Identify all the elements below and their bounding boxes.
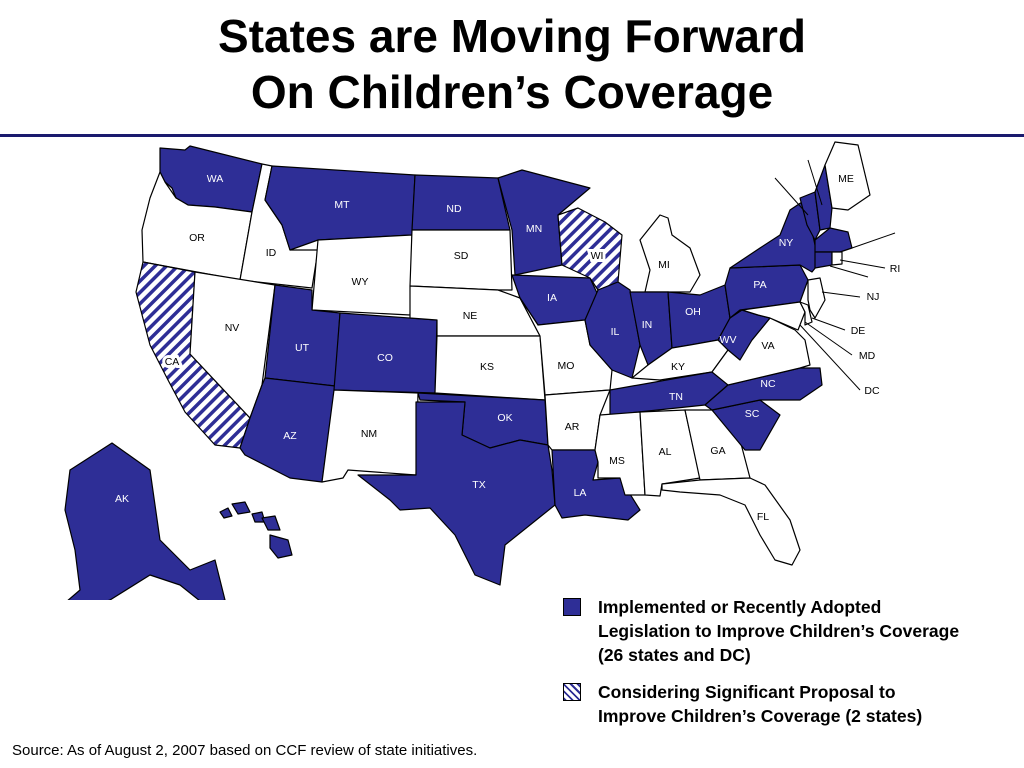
state-tx — [357, 401, 556, 586]
label-ut: UT — [295, 342, 310, 354]
label-ia: IA — [547, 292, 557, 304]
label-il: IL — [611, 326, 620, 338]
label-nm: NM — [361, 428, 377, 440]
legend-implemented-line1: Implemented or Recently Adopted — [598, 597, 882, 617]
label-al: AL — [659, 446, 672, 458]
label-ma: MA — [898, 225, 914, 237]
legend-considering-line1: Considering Significant Proposal to — [598, 682, 896, 702]
label-de: DE — [851, 325, 866, 337]
state-ga — [684, 409, 751, 481]
label-dc: DC — [864, 385, 880, 397]
state-sd — [409, 229, 513, 291]
legend-implemented-line2: Legislation to Improve Children’s Covera… — [598, 621, 960, 641]
label-wa: WA — [207, 173, 224, 185]
label-sd: SD — [454, 250, 469, 262]
label-ga: GA — [710, 445, 725, 457]
state-ma — [814, 227, 853, 253]
label-ar: AR — [565, 421, 580, 433]
label-sc: SC — [745, 408, 760, 420]
label-mi: MI — [658, 259, 670, 271]
legend-text-implemented: Implemented or Recently Adopted Legislat… — [598, 595, 959, 667]
label-in: IN — [642, 319, 653, 331]
label-nh: NH — [794, 148, 809, 160]
label-tx: TX — [472, 479, 485, 491]
state-de — [799, 301, 813, 326]
state-hi — [219, 501, 293, 559]
label-ne: NE — [463, 310, 478, 322]
label-id: ID — [266, 247, 277, 259]
label-co: CO — [377, 352, 393, 364]
label-wv: WV — [720, 334, 737, 346]
title-rule — [0, 134, 1024, 137]
label-ny: NY — [779, 237, 794, 249]
label-mt: MT — [334, 199, 350, 211]
title-line-1: States are Moving Forward — [218, 10, 806, 62]
label-ca: CA — [165, 356, 180, 368]
state-nj — [807, 277, 826, 319]
label-pa: PA — [753, 279, 766, 291]
state-fl — [661, 477, 801, 566]
label-me: ME — [838, 173, 854, 185]
legend-swatch-implemented — [563, 598, 581, 616]
label-mo: MO — [558, 360, 575, 372]
legend-swatch-considering — [563, 683, 581, 701]
state-vt — [799, 191, 821, 241]
label-mn: MN — [526, 223, 542, 235]
label-ks: KS — [480, 361, 494, 373]
label-ri: RI — [890, 263, 901, 275]
label-nd: ND — [446, 203, 462, 215]
label-ok: OK — [497, 412, 512, 424]
label-leaders — [774, 159, 896, 391]
legend-text-considering: Considering Significant Proposal to Impr… — [598, 680, 922, 728]
label-tn: TN — [669, 391, 683, 403]
label-ak: AK — [115, 493, 129, 505]
state-me — [824, 141, 871, 211]
state-ct — [814, 251, 833, 269]
page-title: States are Moving Forward On Children’s … — [0, 8, 1024, 120]
label-nc: NC — [760, 378, 776, 390]
state-ak — [64, 442, 226, 600]
state-labels: WA OR CA ID NV MT WY UT AZ CO NM ND SD N… — [115, 148, 914, 569]
title-line-2: On Children’s Coverage — [250, 66, 774, 118]
label-wy: WY — [352, 276, 369, 288]
label-ky: KY — [671, 361, 685, 373]
label-la: LA — [574, 487, 587, 499]
label-va: VA — [761, 340, 774, 352]
us-map: WA OR CA ID NV MT WY UT AZ CO NM ND SD N… — [64, 141, 914, 600]
label-hi: HI — [301, 557, 312, 569]
state-nh — [814, 164, 833, 231]
label-or: OR — [189, 232, 205, 244]
label-ct: CT — [872, 272, 887, 284]
label-oh: OH — [685, 306, 701, 318]
legend-implemented-line3: (26 states and DC) — [598, 645, 751, 665]
state-ri — [831, 251, 843, 266]
label-fl: FL — [757, 511, 769, 523]
label-az: AZ — [283, 430, 297, 442]
legend-considering-line2: Improve Children’s Coverage (2 states) — [598, 706, 923, 726]
state-mi — [639, 214, 701, 293]
label-nv: NV — [225, 322, 240, 334]
label-vt: VT — [761, 165, 775, 177]
label-ms: MS — [609, 455, 625, 467]
source-note: Source: As of August 2, 2007 based on CC… — [12, 742, 478, 759]
label-md: MD — [859, 350, 876, 362]
label-nj: NJ — [867, 291, 880, 303]
state-wy — [311, 234, 413, 316]
label-wi: WI — [591, 250, 604, 262]
